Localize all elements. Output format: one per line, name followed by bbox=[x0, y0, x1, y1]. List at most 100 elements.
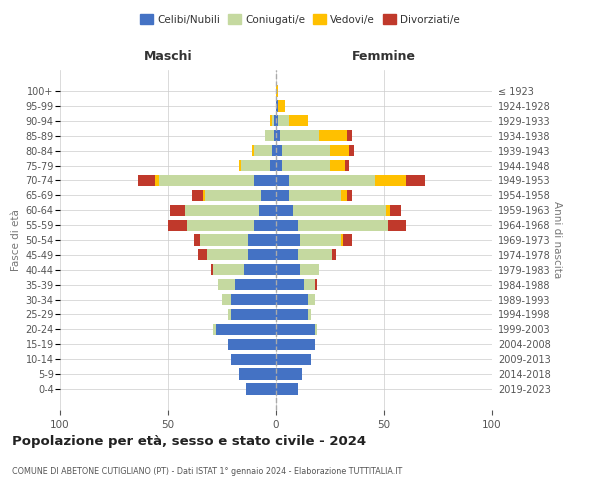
Bar bbox=[278, 100, 284, 112]
Bar bbox=[207, 250, 248, 260]
Bar bbox=[203, 190, 205, 201]
Bar bbox=[289, 190, 341, 201]
Bar bbox=[241, 160, 269, 171]
Bar bbox=[276, 294, 308, 305]
Bar bbox=[246, 384, 276, 394]
Bar bbox=[211, 264, 214, 276]
Bar bbox=[214, 324, 215, 335]
Bar bbox=[276, 384, 298, 394]
Bar bbox=[376, 175, 406, 186]
Bar bbox=[239, 160, 241, 171]
Text: Popolazione per età, sesso e stato civile - 2024: Popolazione per età, sesso e stato civil… bbox=[12, 435, 366, 448]
Bar bbox=[330, 145, 349, 156]
Legend: Celibi/Nubili, Coniugati/e, Vedovi/e, Divorziati/e: Celibi/Nubili, Coniugati/e, Vedovi/e, Di… bbox=[136, 10, 464, 29]
Bar bbox=[254, 175, 276, 186]
Bar bbox=[332, 250, 337, 260]
Bar bbox=[259, 204, 276, 216]
Bar bbox=[289, 175, 376, 186]
Bar bbox=[276, 309, 308, 320]
Bar bbox=[283, 145, 330, 156]
Bar bbox=[341, 190, 347, 201]
Bar bbox=[194, 234, 200, 246]
Y-axis label: Fasce di età: Fasce di età bbox=[11, 209, 21, 271]
Bar bbox=[222, 294, 230, 305]
Bar bbox=[300, 234, 341, 246]
Bar bbox=[308, 294, 315, 305]
Bar bbox=[170, 204, 185, 216]
Bar bbox=[315, 279, 317, 290]
Bar bbox=[248, 234, 276, 246]
Bar bbox=[276, 190, 289, 201]
Bar bbox=[343, 234, 352, 246]
Bar bbox=[254, 145, 272, 156]
Bar bbox=[278, 115, 289, 126]
Bar bbox=[205, 190, 261, 201]
Bar bbox=[218, 279, 235, 290]
Bar bbox=[276, 264, 300, 276]
Bar bbox=[386, 204, 391, 216]
Text: Femmine: Femmine bbox=[352, 50, 416, 63]
Bar bbox=[300, 264, 319, 276]
Bar bbox=[276, 86, 278, 96]
Bar bbox=[185, 204, 259, 216]
Bar bbox=[276, 234, 300, 246]
Bar bbox=[345, 160, 349, 171]
Bar bbox=[229, 309, 230, 320]
Bar bbox=[347, 190, 352, 201]
Text: Maschi: Maschi bbox=[143, 50, 193, 63]
Bar bbox=[276, 204, 293, 216]
Bar bbox=[160, 175, 254, 186]
Bar bbox=[229, 338, 276, 350]
Bar bbox=[276, 115, 278, 126]
Bar bbox=[235, 279, 276, 290]
Bar bbox=[347, 130, 352, 141]
Bar bbox=[276, 145, 283, 156]
Bar bbox=[138, 175, 155, 186]
Bar bbox=[276, 368, 302, 380]
Bar bbox=[187, 220, 254, 230]
Bar bbox=[276, 338, 315, 350]
Text: COMUNE DI ABETONE CUTIGLIANO (PT) - Dati ISTAT 1° gennaio 2024 - Elaborazione TU: COMUNE DI ABETONE CUTIGLIANO (PT) - Dati… bbox=[12, 468, 402, 476]
Bar bbox=[315, 324, 317, 335]
Bar bbox=[274, 130, 276, 141]
Bar bbox=[276, 250, 298, 260]
Bar bbox=[252, 145, 254, 156]
Bar bbox=[280, 130, 319, 141]
Bar bbox=[388, 220, 406, 230]
Bar bbox=[215, 324, 276, 335]
Bar bbox=[391, 204, 401, 216]
Bar bbox=[168, 220, 187, 230]
Bar bbox=[192, 190, 203, 201]
Bar bbox=[200, 234, 248, 246]
Bar bbox=[272, 145, 276, 156]
Bar bbox=[269, 160, 276, 171]
Bar bbox=[198, 250, 207, 260]
Bar bbox=[304, 279, 315, 290]
Bar bbox=[276, 324, 315, 335]
Bar bbox=[276, 354, 311, 365]
Bar bbox=[261, 190, 276, 201]
Bar bbox=[308, 309, 311, 320]
Bar bbox=[276, 160, 283, 171]
Bar bbox=[214, 264, 244, 276]
Bar bbox=[330, 160, 345, 171]
Bar bbox=[298, 220, 388, 230]
Bar bbox=[406, 175, 425, 186]
Bar bbox=[230, 354, 276, 365]
Bar bbox=[274, 115, 276, 126]
Bar bbox=[269, 115, 272, 126]
Bar bbox=[254, 220, 276, 230]
Bar bbox=[293, 204, 386, 216]
Y-axis label: Anni di nascita: Anni di nascita bbox=[552, 202, 562, 278]
Bar bbox=[244, 264, 276, 276]
Bar bbox=[276, 279, 304, 290]
Bar bbox=[239, 368, 276, 380]
Bar bbox=[289, 115, 308, 126]
Bar bbox=[283, 160, 330, 171]
Bar bbox=[265, 130, 274, 141]
Bar bbox=[155, 175, 160, 186]
Bar bbox=[276, 100, 278, 112]
Bar bbox=[319, 130, 347, 141]
Bar bbox=[298, 250, 332, 260]
Bar bbox=[230, 294, 276, 305]
